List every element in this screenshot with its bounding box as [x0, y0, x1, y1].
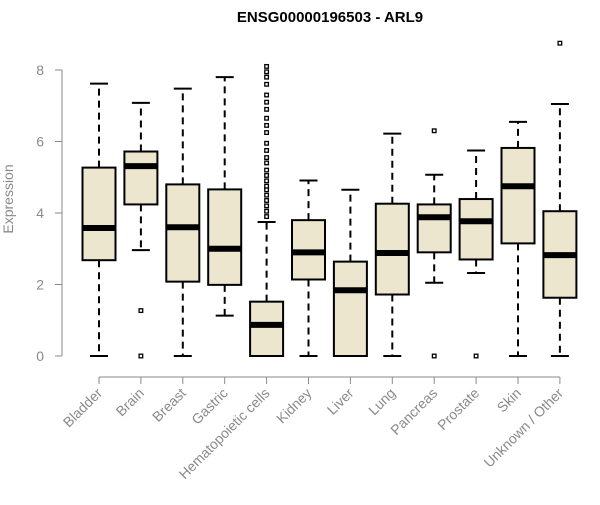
- outlier-hematopoietic-cells-6: [264, 183, 270, 189]
- outlier-hematopoietic-cells-16: [264, 115, 270, 121]
- outlier-hematopoietic-cells-0: [264, 214, 270, 220]
- outlier-prostate-0: [473, 353, 479, 359]
- y-tick-label-0: 0: [36, 348, 44, 364]
- outlier-hematopoietic-cells-17: [264, 106, 270, 112]
- outlier-hematopoietic-cells-15: [264, 122, 270, 128]
- box-group-bladder: [81, 82, 117, 357]
- box-bladder: [81, 166, 117, 262]
- box-hematopoietic-cells: [249, 300, 285, 358]
- box-group-pancreas: [416, 128, 452, 359]
- y-tick-label-8: 8: [36, 62, 44, 78]
- outlier-unknown-other-0: [557, 40, 563, 46]
- box-group-breast: [165, 87, 201, 357]
- box-breast: [165, 183, 201, 283]
- box-group-prostate: [458, 149, 494, 359]
- box-group-hematopoietic-cells: [249, 63, 285, 358]
- x-tick-label-kidney: Kidney: [273, 385, 315, 427]
- box-liver: [332, 260, 368, 357]
- box-group-liver: [332, 188, 368, 357]
- x-tick-label-unknown-other: Unknown / Other: [480, 385, 566, 471]
- x-tick-label-lung: Lung: [365, 385, 398, 418]
- box-lung: [374, 202, 410, 296]
- outlier-hematopoietic-cells-13: [264, 140, 270, 146]
- x-tick-label-prostate: Prostate: [434, 385, 482, 433]
- box-pancreas: [416, 203, 452, 254]
- outlier-hematopoietic-cells-14: [264, 130, 270, 136]
- box-gastric: [207, 188, 243, 286]
- plot-area: [81, 40, 578, 359]
- chart-title: ENSG00000196503 - ARL9: [237, 9, 423, 26]
- outlier-hematopoietic-cells-19: [264, 92, 270, 98]
- outlier-hematopoietic-cells-22: [264, 69, 270, 75]
- y-tick-label-2: 2: [36, 277, 44, 293]
- outlier-hematopoietic-cells-9: [264, 167, 270, 173]
- outlier-hematopoietic-cells-10: [264, 160, 270, 166]
- outlier-hematopoietic-cells-8: [264, 173, 270, 178]
- box-group-lung: [374, 132, 410, 357]
- outlier-hematopoietic-cells-18: [264, 99, 270, 105]
- x-tick-label-breast: Breast: [149, 385, 189, 425]
- outlier-hematopoietic-cells-2: [264, 203, 270, 209]
- x-tick-label-liver: Liver: [324, 385, 357, 418]
- x-tick-label-skin: Skin: [494, 385, 525, 416]
- outlier-brain-1: [138, 353, 144, 359]
- outlier-pancreas-1: [431, 353, 437, 359]
- outlier-pancreas-0: [431, 128, 437, 134]
- outlier-hematopoietic-cells-3: [264, 198, 270, 203]
- x-tick-label-pancreas: Pancreas: [387, 385, 440, 438]
- x-tick-label-bladder: Bladder: [60, 385, 106, 431]
- box-group-skin: [500, 120, 536, 357]
- outlier-hematopoietic-cells-11: [264, 155, 270, 161]
- box-group-brain: [123, 101, 159, 359]
- outlier-hematopoietic-cells-21: [264, 74, 270, 80]
- y-tick-label-4: 4: [36, 205, 44, 221]
- outlier-hematopoietic-cells-1: [264, 208, 270, 214]
- box-prostate: [458, 198, 494, 261]
- box-brain: [123, 150, 159, 206]
- x-tick-label-brain: Brain: [113, 385, 147, 419]
- box-group-unknown-other: [542, 40, 578, 357]
- y-axis-label: Expression: [0, 164, 16, 233]
- outlier-hematopoietic-cells-7: [264, 178, 270, 184]
- box-group-kidney: [291, 179, 326, 357]
- outlier-hematopoietic-cells-23: [264, 63, 270, 69]
- y-tick-label-6: 6: [36, 134, 44, 150]
- outlier-hematopoietic-cells-20: [264, 81, 270, 87]
- outlier-brain-0: [138, 308, 144, 314]
- box-skin: [500, 146, 536, 245]
- outlier-hematopoietic-cells-4: [264, 192, 270, 198]
- outlier-hematopoietic-cells-12: [264, 147, 270, 153]
- box-group-gastric: [207, 76, 243, 317]
